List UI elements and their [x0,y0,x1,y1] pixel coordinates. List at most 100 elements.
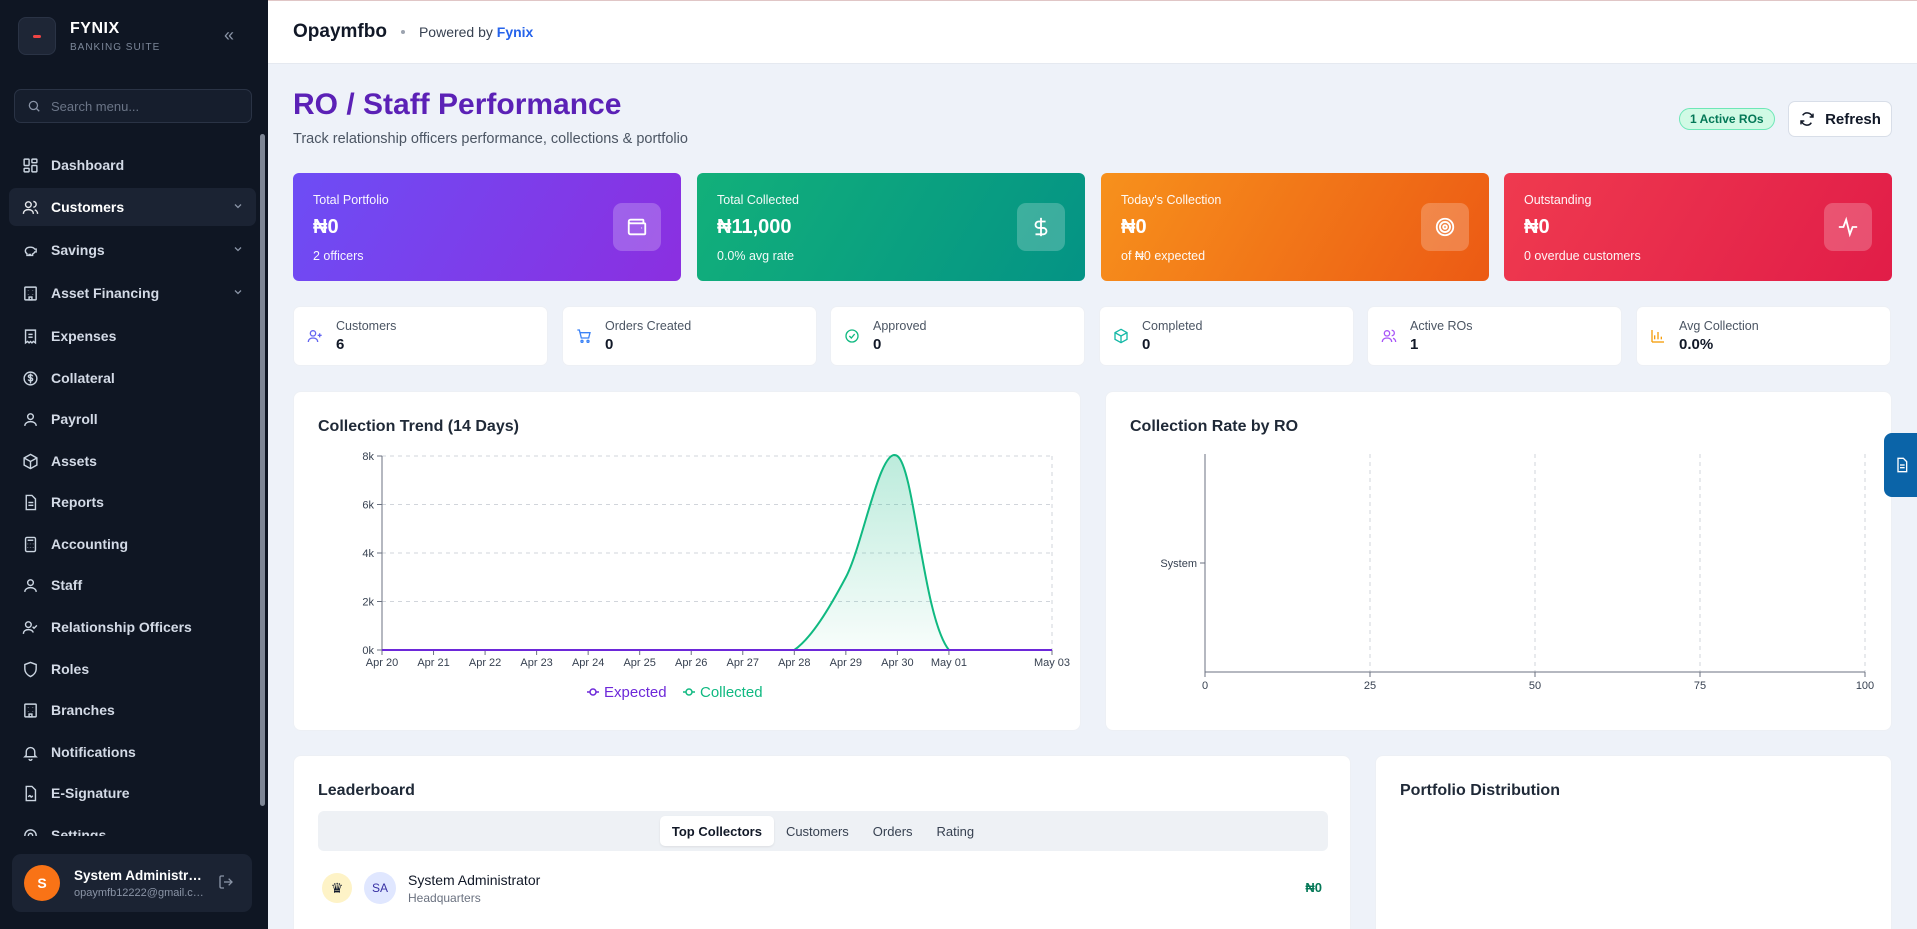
file-icon [21,493,39,511]
sidebar-item-settings[interactable]: Settings [9,816,256,836]
chevron-down-icon [234,247,242,252]
collection-trend-chart[interactable]: 0k 2k 4k 6k 8k Apr 20 Apr 21 Apr 22 Apr 23 Apr 24… [294,392,1082,732]
kpi-value: ₦0 [1524,216,1550,238]
sidebar-item-label: Payroll [51,411,98,427]
collapse-sidebar-icon[interactable]: « [224,25,235,45]
menu-search[interactable] [14,89,252,123]
legend-collected: Collected [683,684,763,701]
refresh-label: Refresh [1825,110,1881,128]
sidebar-item-label: Customers [51,199,125,215]
x-tick-label: Apr 25 [623,657,655,669]
refresh-icon [1800,112,1814,126]
tab-orders[interactable]: Orders [872,823,913,839]
refresh-button[interactable]: Refresh [1788,101,1892,137]
sidebar-item-label: Settings [51,827,107,836]
chevron-down-icon [234,290,242,295]
legend-collected-label: Collected [700,684,763,701]
building-icon [21,701,39,719]
check-circle-icon [843,327,861,345]
bar-chart-icon [1649,327,1667,345]
sidebar-item-asset-financing[interactable]: Asset Financing [9,274,256,312]
sidebar-item-notifications[interactable]: Notifications [9,733,256,771]
sidebar-item-label: Assets [51,453,97,469]
sidebar-item-branches[interactable]: Branches [9,691,256,729]
sidebar-item-accounting[interactable]: Accounting [9,525,256,563]
y-tick-label: 0k [362,645,374,657]
tab-top-collectors[interactable]: Top Collectors [659,816,774,846]
x-tick-label: Apr 24 [572,657,604,669]
cart-icon [575,327,593,345]
stat-label: Orders Created [605,319,692,333]
powered-by-brand[interactable]: Fynix [496,24,534,40]
stat-value: 0 [873,336,882,353]
sidebar-item-roles[interactable]: Roles [9,650,256,688]
stat-value: 0 [605,336,614,353]
kpi-label: Outstanding [1524,193,1592,207]
box-icon [21,452,39,470]
y-tick-label: 4k [362,548,374,560]
brand[interactable]: FYNIX BANKING SUITE [18,17,160,55]
sidebar-item-label: Branches [51,702,115,718]
logout-icon[interactable] [218,874,234,890]
leaderboard-row[interactable]: ♛ SA System Administrator Headquarters ₦… [322,866,1326,910]
stat-value: 1 [1410,336,1419,353]
sidebar-item-dashboard[interactable]: Dashboard [9,146,256,184]
sidebar-item-expenses[interactable]: Expenses [9,317,256,355]
y-tick-label: 2k [362,597,374,609]
leaderboard-tabs: Top Collectors Customers Orders Rating [318,811,1328,851]
kpi-value: ₦0 [1121,216,1147,238]
gear-icon [21,826,39,836]
x-tick-label: May 01 [931,657,967,669]
users-icon [1380,327,1398,345]
sidebar-scrollbar[interactable] [260,134,265,806]
user-name: System Administrator [74,867,204,883]
sidebar-item-collateral[interactable]: Collateral [9,359,256,397]
legend-expected-label: Expected [604,684,667,701]
dollar-icon [1017,203,1065,251]
sidebar-item-label: Dashboard [51,157,125,173]
receipt-icon [21,327,39,345]
stat-value: 0 [1142,336,1151,353]
kpi-value: ₦0 [313,216,339,238]
kpi-total-portfolio: Total Portfolio ₦0 2 officers [293,173,681,281]
document-panel-toggle[interactable] [1884,433,1917,497]
stat-label: Active ROs [1410,319,1473,333]
kpi-subtext: 2 officers [313,249,364,263]
kpi-total-collected: Total Collected ₦11,000 0.0% avg rate [697,173,1085,281]
sidebar-item-staff[interactable]: Staff [9,566,256,604]
collection-rate-chart[interactable]: 0 25 50 75 100 System [1106,392,1893,732]
sidebar-item-label: E-Signature [51,785,130,801]
sidebar-item-customers[interactable]: Customers [9,188,256,226]
tab-customers[interactable]: Customers [785,823,849,839]
y-tick-label: 8k [362,451,374,463]
user-email: opaymfb12222@gmail.com [74,886,204,899]
leaderboard-title: Leaderboard [318,782,415,799]
target-icon [1421,203,1469,251]
sidebar-item-reports[interactable]: Reports [9,483,256,521]
sidebar: FYNIX BANKING SUITE « Dashboard Customer… [0,0,268,929]
sidebar-item-assets[interactable]: Assets [9,442,256,480]
organization-name: Opaymfbo [293,21,387,42]
stat-customers: Customers 6 [293,306,548,366]
powered-by: Powered by Fynix [419,24,533,40]
tab-rating[interactable]: Rating [936,823,975,839]
x-tick-label: 100 [1856,680,1874,692]
collection-trend-card: Collection Trend (14 Days) 0k 2k 4k 6k 8k Apr… [293,391,1081,731]
sidebar-item-e-signature[interactable]: E-Signature [9,774,256,812]
x-tick-label: Apr 26 [675,657,707,669]
kpi-subtext: 0.0% avg rate [717,249,795,263]
sidebar-item-savings[interactable]: Savings [9,231,256,269]
sidebar-item-relationship-officers[interactable]: Relationship Officers [9,608,256,646]
x-tick-label: Apr 20 [366,657,398,669]
stat-avg-collection: Avg Collection 0.0% [1636,306,1891,366]
stat-label: Customers [336,319,397,333]
sidebar-item-label: Accounting [51,536,128,552]
sidebar-item-payroll[interactable]: Payroll [9,400,256,438]
search-input[interactable] [51,98,241,114]
bell-icon [21,743,39,761]
brand-logo [18,17,56,55]
legend-expected-dot [589,688,597,696]
user-profile[interactable]: S System Administrator opaymfb12222@gmai… [12,854,252,912]
x-tick-label: Apr 29 [830,657,862,669]
collection-rate-card: Collection Rate by RO 0 25 50 75 100 System [1105,391,1892,731]
